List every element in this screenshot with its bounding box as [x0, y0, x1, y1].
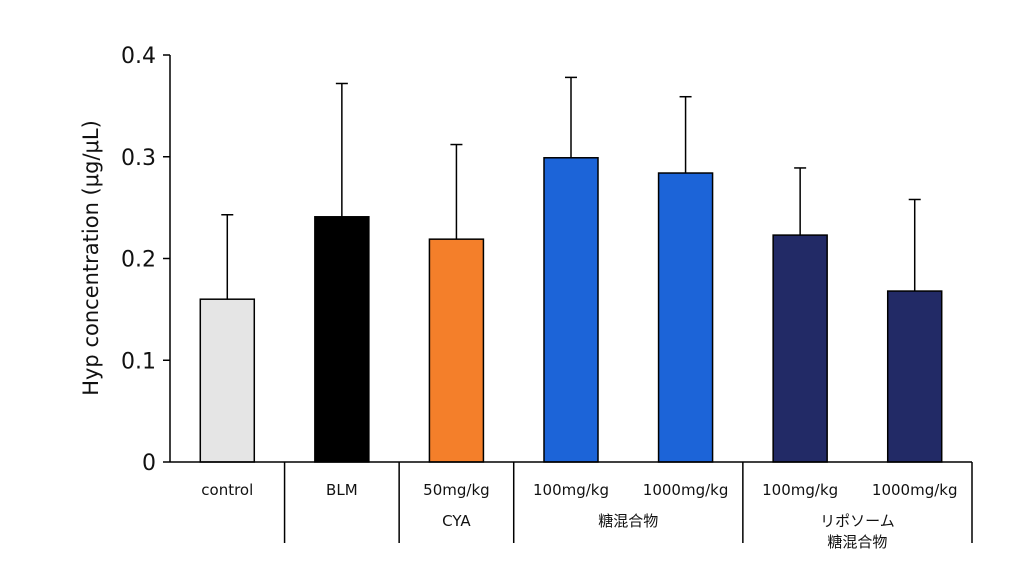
bar [772, 234, 828, 463]
x-tick-label: 100mg/kg [533, 481, 609, 499]
group-label: 糖混合物 [827, 533, 887, 551]
y-tick-label: 0.2 [121, 248, 156, 273]
group-label: 糖混合物 [598, 512, 658, 530]
y-tick-label: 0.3 [121, 146, 156, 171]
x-axis: control BLM 50mg/kg 100mg/kg 1000mg/kg 100mg/… [170, 461, 973, 551]
bar [199, 298, 256, 463]
y-axis: 0 0.1 0.2 0.3 0.4 [121, 44, 171, 476]
group-label: リポソーム [820, 512, 895, 530]
x-tick-label: 100mg/kg [762, 481, 838, 499]
bar [314, 216, 370, 463]
x-tick-label: 50mg/kg [423, 481, 489, 499]
y-axis-title: Hyp concentration (μg/μL) [79, 120, 103, 396]
bar [543, 157, 599, 463]
y-tick-label: 0.4 [121, 44, 156, 69]
bar [657, 172, 714, 463]
bar [886, 290, 943, 463]
x-tick-label: 1000mg/kg [643, 481, 729, 499]
bar [428, 238, 485, 463]
x-tick-label: 1000mg/kg [872, 481, 958, 499]
y-tick-label: 0.1 [121, 349, 156, 374]
error-bars [221, 76, 921, 300]
group-label: CYA [442, 512, 471, 530]
y-tick-label: 0 [142, 451, 156, 476]
x-tick-label: control [201, 481, 253, 499]
bars [199, 157, 943, 463]
x-tick-label: BLM [326, 481, 358, 499]
